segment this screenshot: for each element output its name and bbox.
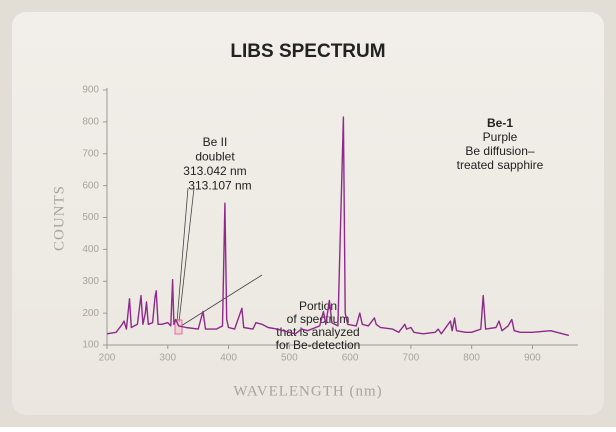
annotation: of spectrum bbox=[287, 312, 350, 326]
annotation: 313.107 nm bbox=[188, 179, 251, 193]
x-tick-label: 900 bbox=[524, 353, 541, 364]
annotation: Portion bbox=[299, 299, 337, 313]
y-tick-label: 700 bbox=[82, 148, 99, 159]
x-tick-label: 300 bbox=[159, 353, 176, 364]
pointer bbox=[180, 274, 263, 327]
x-tick-label: 800 bbox=[463, 353, 480, 364]
annotation: that is analyzed bbox=[276, 325, 359, 339]
y-axis-label: COUNTS bbox=[51, 185, 67, 251]
y-tick-label: 800 bbox=[82, 117, 99, 128]
pointer bbox=[176, 187, 189, 323]
annotation: 313.042 nm bbox=[183, 164, 246, 178]
y-tick-label: 600 bbox=[82, 180, 99, 191]
y-tick-label: 200 bbox=[82, 308, 99, 319]
y-tick-label: 100 bbox=[82, 340, 99, 351]
annotation: Purple bbox=[483, 130, 518, 144]
x-tick-label: 600 bbox=[342, 353, 359, 364]
annotation: for Be-detection bbox=[276, 338, 361, 352]
annotation: Be II bbox=[203, 135, 228, 149]
spectrum-line bbox=[106, 116, 570, 337]
x-tick-label: 400 bbox=[220, 353, 237, 364]
x-tick-label: 700 bbox=[403, 353, 420, 364]
annotation: Be-1 bbox=[487, 116, 513, 130]
y-tick-label: 300 bbox=[82, 276, 99, 287]
panel bbox=[12, 12, 604, 415]
pointer bbox=[178, 187, 195, 323]
annotation: Be diffusion– bbox=[465, 144, 534, 158]
y-tick-label: 500 bbox=[82, 212, 99, 223]
x-axis-label: WAVELENGTH (nm) bbox=[233, 383, 382, 399]
x-tick-label: 200 bbox=[99, 353, 116, 364]
x-tick-label: 500 bbox=[281, 353, 298, 364]
chart-title: LIBS SPECTRUM bbox=[230, 41, 385, 62]
annotation: treated sapphire bbox=[457, 158, 544, 172]
y-tick-label: 400 bbox=[82, 244, 99, 255]
y-tick-label: 900 bbox=[82, 85, 99, 96]
annotation: doublet bbox=[195, 150, 235, 164]
